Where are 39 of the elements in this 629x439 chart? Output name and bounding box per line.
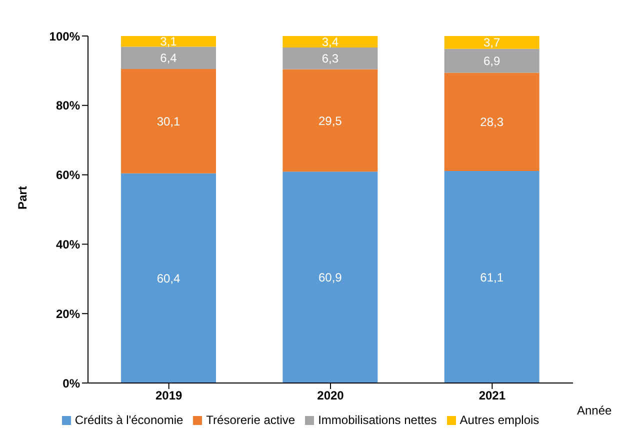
x-axis-title: Année (577, 403, 612, 418)
data-label: 6,9 (483, 54, 500, 68)
y-tick-label: 40% (56, 237, 80, 252)
x-tick-label: 2019 (155, 388, 183, 403)
legend-label: Trésorerie active (206, 413, 296, 427)
bar (282, 36, 378, 48)
bar (282, 172, 378, 383)
data-label: 3,1 (160, 34, 178, 49)
bar (282, 69, 378, 172)
y-axis-title: Part (15, 186, 30, 210)
y-tick-label: 80% (56, 98, 80, 113)
bar (444, 170, 540, 383)
data-label: 61,1 (480, 270, 504, 284)
data-label: 60,4 (156, 271, 180, 286)
data-label: 6,4 (160, 51, 178, 66)
legend-label: Immobilisations nettes (318, 413, 437, 427)
bar (121, 68, 216, 174)
bar (444, 72, 540, 171)
data-label: 6,3 (322, 52, 339, 66)
bar (121, 173, 216, 383)
y-tick-label: 20% (56, 306, 80, 321)
data-label: 60,9 (318, 270, 342, 285)
bar (444, 36, 540, 49)
data-label: 3,4 (322, 34, 339, 49)
data-label: 28,3 (480, 115, 504, 130)
legend-label: Crédits à l'économie (74, 413, 184, 427)
data-label: 3,7 (483, 36, 500, 50)
bar (121, 36, 216, 47)
bar (282, 47, 378, 70)
bar (444, 48, 540, 73)
x-tick-label: 2021 (478, 388, 506, 403)
y-tick-label: 100% (49, 29, 80, 44)
data-label: 30,1 (156, 114, 180, 128)
y-tick-label: 60% (56, 168, 80, 182)
x-tick-label: 2020 (317, 388, 344, 403)
legend-label: Autres emplois (460, 413, 540, 427)
data-label: 29,5 (318, 114, 342, 128)
y-tick-label: 0% (62, 376, 80, 390)
bar (121, 46, 216, 69)
